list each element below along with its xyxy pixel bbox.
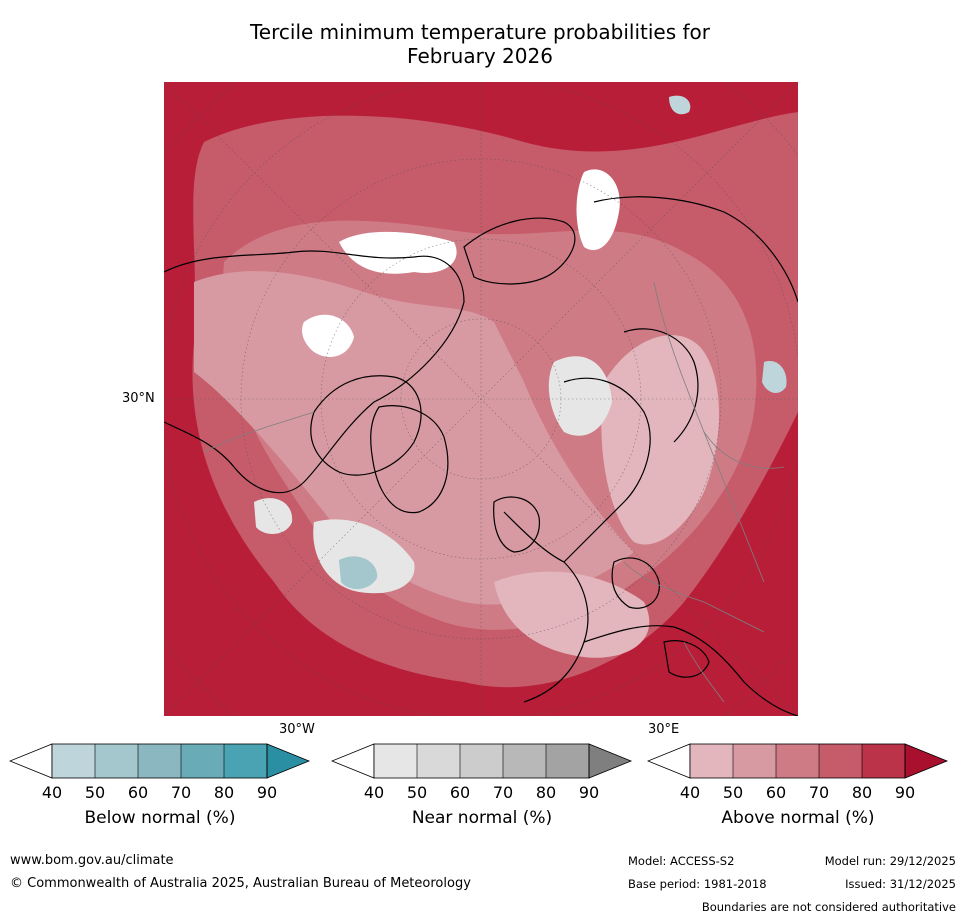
copyright-text: © Commonwealth of Australia 2025, Austra… bbox=[10, 876, 471, 891]
region-below-2 bbox=[762, 361, 787, 394]
lon-label-30e: 30°E bbox=[648, 722, 680, 737]
tick-label: 80 bbox=[535, 783, 557, 802]
lat-label-30n: 30°N bbox=[122, 391, 155, 406]
colorbar-below-seg bbox=[224, 744, 267, 778]
colorbar-above-seg bbox=[819, 744, 862, 778]
colorbar-below-over bbox=[266, 743, 311, 779]
lon-label-30w: 30°W bbox=[279, 722, 315, 737]
tick-label: 60 bbox=[765, 783, 787, 802]
region-below-1 bbox=[339, 556, 378, 590]
colorbar-below-title: Below normal (%) bbox=[84, 808, 236, 828]
tick-label: 50 bbox=[722, 783, 744, 802]
colorbar-above-over bbox=[904, 743, 949, 779]
tick-label: 70 bbox=[492, 783, 514, 802]
title-line-1: Tercile minimum temperature probabilitie… bbox=[249, 20, 711, 44]
region-neutral-2 bbox=[313, 519, 415, 594]
colorbar-above-ticks: 40 50 60 70 80 90 bbox=[647, 783, 949, 803]
tick-label: 70 bbox=[808, 783, 830, 802]
region-above-40 bbox=[601, 335, 719, 545]
tick-label: 50 bbox=[406, 783, 428, 802]
tick-label: 40 bbox=[41, 783, 63, 802]
tick-label: 50 bbox=[84, 783, 106, 802]
tick-label: 70 bbox=[170, 783, 192, 802]
colorbar-above bbox=[647, 743, 949, 779]
region-neutral-3 bbox=[576, 169, 620, 251]
colorbar-above-seg bbox=[776, 744, 819, 778]
colorbar-near-under bbox=[331, 743, 375, 779]
colorbar-near-seg bbox=[546, 744, 589, 778]
colorbar-near-seg bbox=[417, 744, 460, 778]
issued-text: Issued: 31/12/2025 bbox=[845, 877, 956, 891]
colorbar-below bbox=[9, 743, 311, 779]
colorbar-near-seg bbox=[460, 744, 503, 778]
region-neutral-6 bbox=[254, 498, 293, 534]
colorbar-near-over bbox=[588, 743, 633, 779]
colorbar-below-ticks: 40 50 60 70 80 90 bbox=[9, 783, 311, 803]
colorbar-above-title: Above normal (%) bbox=[721, 808, 875, 828]
boundaries bbox=[203, 281, 785, 703]
colorbar-above-seg bbox=[690, 744, 733, 778]
colorbar-near-seg bbox=[374, 744, 417, 778]
colorbar-below-seg bbox=[95, 744, 138, 778]
region-below-3 bbox=[669, 95, 691, 115]
colorbar-near bbox=[331, 743, 633, 779]
title-line-2: February 2026 bbox=[407, 44, 553, 68]
region-neutral-5 bbox=[302, 314, 354, 357]
region-neutral-1 bbox=[339, 231, 457, 274]
colorbar-near-seg bbox=[503, 744, 546, 778]
colorbar-below-seg bbox=[138, 744, 181, 778]
probability-map[interactable] bbox=[164, 82, 798, 716]
coastlines bbox=[164, 196, 798, 716]
tick-label: 40 bbox=[679, 783, 701, 802]
colorbar-near-title: Near normal (%) bbox=[411, 808, 553, 828]
map-canvas bbox=[164, 82, 798, 716]
colorbar-above-seg bbox=[733, 744, 776, 778]
base-period-text: Base period: 1981-2018 bbox=[628, 877, 767, 891]
chart-title: Tercile minimum temperature probabilitie… bbox=[160, 20, 800, 68]
colorbar-near-ticks: 40 50 60 70 80 90 bbox=[331, 783, 633, 803]
colorbar-below-under bbox=[9, 743, 53, 779]
tick-label: 60 bbox=[127, 783, 149, 802]
region-above-40-b bbox=[494, 571, 650, 658]
region-above-50 bbox=[194, 271, 634, 605]
tick-label: 90 bbox=[894, 783, 916, 802]
website-link[interactable]: www.bom.gov.au/climate bbox=[10, 853, 174, 868]
model-run-text: Model run: 29/12/2025 bbox=[824, 854, 956, 868]
model-text: Model: ACCESS-S2 bbox=[628, 854, 735, 868]
region-neutral-4 bbox=[548, 356, 612, 436]
tick-label: 90 bbox=[578, 783, 600, 802]
colorbar-below-seg bbox=[181, 744, 224, 778]
tick-label: 40 bbox=[363, 783, 385, 802]
tick-label: 80 bbox=[213, 783, 235, 802]
disclaimer-text: Boundaries are not considered authoritat… bbox=[701, 900, 956, 914]
graticule bbox=[164, 82, 798, 716]
colorbar-below-seg bbox=[52, 744, 95, 778]
tick-label: 90 bbox=[256, 783, 278, 802]
colorbar-above-under bbox=[647, 743, 691, 779]
tick-label: 60 bbox=[449, 783, 471, 802]
tick-label: 80 bbox=[851, 783, 873, 802]
colorbar-above-seg bbox=[862, 744, 905, 778]
